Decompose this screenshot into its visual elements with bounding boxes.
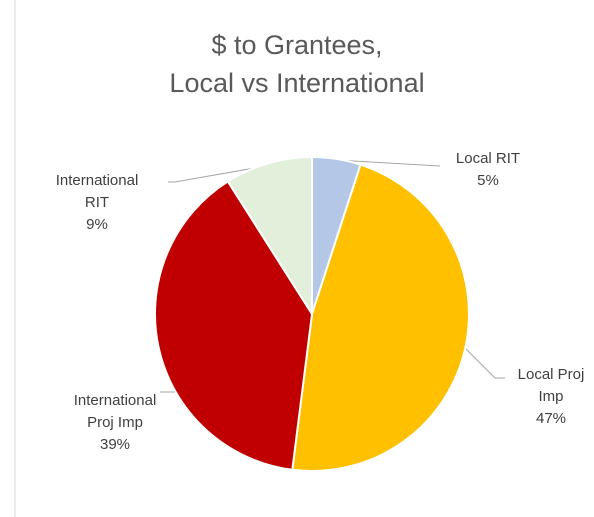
slice-label: Local RIT 5% [443,148,533,192]
category-label: Local Proj Imp [517,366,585,405]
leader-line [461,344,505,379]
value-label: 9% [86,216,108,233]
slice-label: International RIT 9% [42,170,152,236]
value-label: 5% [477,172,499,189]
slice-label: International Proj Imp 39% [60,390,170,456]
pie-slice [291,163,470,472]
leader-line [168,165,267,183]
value-label: 39% [99,436,131,453]
chart-title: Local vs International [169,68,425,98]
category-label: International RIT [55,172,139,211]
category-label: Local RIT [455,150,521,167]
leader-line [335,159,441,167]
value-label: 47% [535,410,567,427]
slice-label: Local Proj Imp 47% [506,364,594,430]
chart-title: $ to Grantees, [211,30,383,60]
pie-slice [226,155,313,318]
category-label: International Proj Imp [73,392,157,431]
pie [154,155,470,472]
